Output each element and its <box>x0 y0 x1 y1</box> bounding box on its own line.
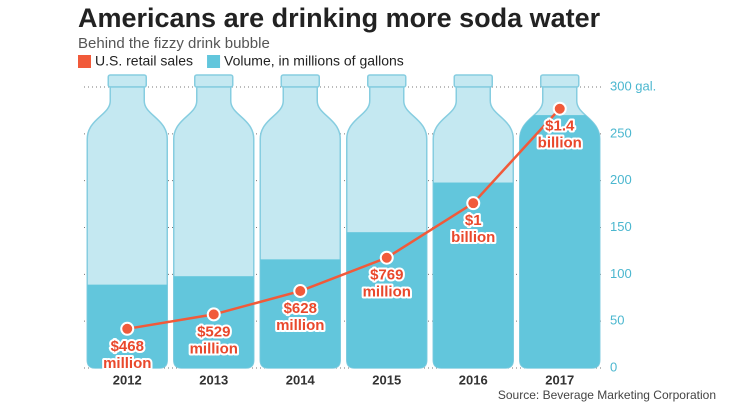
sales-point <box>293 284 308 299</box>
bar <box>173 276 254 368</box>
bottle-cap <box>367 74 407 88</box>
bar <box>433 182 514 368</box>
x-tick-label: 2013 <box>199 372 228 387</box>
sales-point <box>120 321 135 336</box>
data-label: $769 million <box>363 267 411 301</box>
y-tick-label: 300 gal. <box>610 78 656 93</box>
legend-label: Volume, in millions of gallons <box>224 53 404 69</box>
bottle-cap <box>194 74 234 88</box>
x-tick-label: 2014 <box>286 372 316 387</box>
y-tick-label: 150 <box>610 219 632 234</box>
bottle-cap <box>540 74 580 88</box>
legend-label: U.S. retail sales <box>95 53 193 69</box>
bar <box>260 259 341 368</box>
chart-subtitle: Behind the fizzy drink bubble <box>78 35 270 52</box>
y-tick-label: 200 <box>610 172 632 187</box>
data-label: $1 billion <box>451 212 495 246</box>
sales-point <box>206 307 221 322</box>
bottle-cap <box>107 74 147 88</box>
sales-line <box>127 107 561 331</box>
sales-point <box>466 196 481 211</box>
data-label: $1.4 billion <box>538 118 582 152</box>
legend-swatch <box>207 55 221 68</box>
chart-title: Americans are drinking more soda water <box>78 3 601 33</box>
data-label: $628 million <box>276 300 324 334</box>
x-tick-label: 2016 <box>459 372 488 387</box>
y-tick-label: 50 <box>610 313 624 328</box>
x-tick-label: 2012 <box>113 372 142 387</box>
bar <box>519 115 600 368</box>
data-label: $468 million <box>103 338 151 372</box>
legend-swatch <box>78 55 91 68</box>
sales-point <box>552 101 567 116</box>
bottle-cap <box>280 74 320 88</box>
y-tick-label: 100 <box>610 266 632 281</box>
sales-point <box>379 250 394 265</box>
data-label: $529 million <box>190 323 238 357</box>
x-tick-label: 2015 <box>372 372 401 387</box>
source: Source: Beverage Marketing Corporation <box>498 388 716 402</box>
x-tick-label: 2017 <box>545 372 574 387</box>
bottle-cap <box>453 74 493 88</box>
y-tick-label: 250 <box>610 125 632 140</box>
y-tick-label: 0 <box>610 359 617 374</box>
